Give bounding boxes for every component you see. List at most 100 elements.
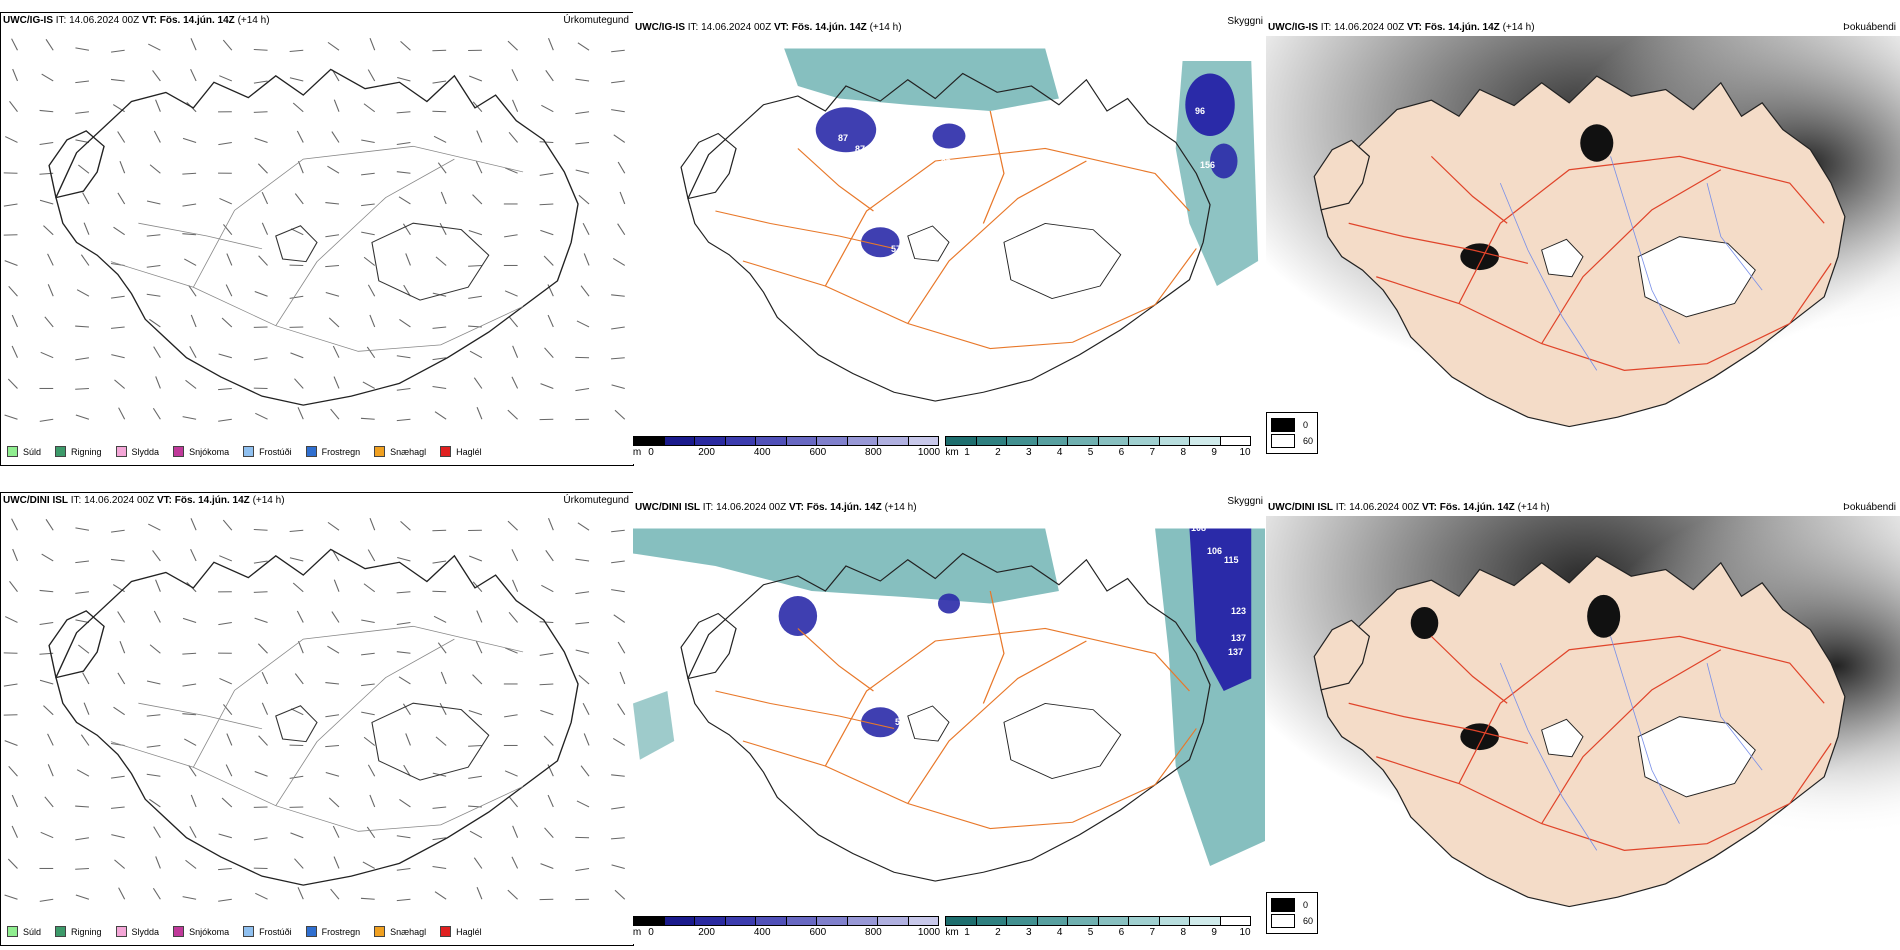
- wind-barb: [362, 861, 375, 869]
- wind-barb: [289, 529, 304, 533]
- wind-barb: [367, 764, 376, 777]
- wind-barb: [360, 417, 375, 420]
- wind-barb: [580, 765, 590, 777]
- wind-barb: [332, 345, 340, 358]
- wind-barb: [432, 590, 447, 593]
- wind-barb: [290, 832, 304, 839]
- panel-title: UWC/DINI ISL IT: 14.06.2024 00Z VT: Fös.…: [635, 502, 917, 513]
- wind-barb: [575, 141, 590, 145]
- colorbar-cell: [946, 437, 977, 445]
- wind-barb: [396, 387, 411, 391]
- wind-barb: [397, 557, 411, 562]
- wind-barb: [83, 222, 90, 235]
- wind-barb: [476, 130, 483, 143]
- wind-barb: [190, 794, 197, 808]
- wind-barb: [40, 351, 54, 359]
- wind-barb: [78, 164, 90, 174]
- wind-barb: [289, 295, 304, 299]
- wind-barb: [221, 797, 233, 808]
- wind-barb: [468, 744, 482, 747]
- wind-barb: [396, 621, 411, 626]
- colorbar-cell: [1190, 437, 1221, 445]
- wind-barb: [40, 831, 54, 839]
- visibility-colorbar-ticks: km 1 2 3 4 5 6 7 8 9 10: [945, 446, 1251, 458]
- wind-barb: [152, 70, 161, 82]
- wind-barb: [325, 714, 340, 718]
- wind-barb: [432, 110, 447, 113]
- colorbar-cell: [878, 917, 909, 925]
- colorbar-cell: [1129, 917, 1160, 925]
- wind-barb: [39, 141, 54, 146]
- wind-barb: [475, 161, 483, 174]
- colorbar-tick: 800: [865, 447, 882, 458]
- colorbar-cell: [976, 917, 1007, 925]
- wind-barb: [540, 709, 554, 716]
- wind-barb: [575, 649, 590, 654]
- wind-barb: [610, 357, 625, 360]
- wind-barb: [440, 671, 447, 685]
- wind-barb: [575, 558, 590, 562]
- ceiling-colorbar-cells: [633, 916, 939, 926]
- wind-barb: [190, 518, 197, 531]
- wind-barb: [327, 165, 340, 174]
- wind-barb: [328, 797, 340, 808]
- wind-barb: [113, 706, 125, 716]
- wind-barb: [362, 381, 375, 389]
- wind-barb: [369, 794, 376, 808]
- wind-barb: [539, 621, 554, 623]
- wind-barb: [435, 736, 447, 746]
- wind-barb: [218, 621, 232, 626]
- colorbar-tick: 7: [1149, 447, 1156, 458]
- wind-barb: [258, 255, 268, 266]
- ceiling-colorbar: m 0 200 400 600 800 1000: [633, 916, 940, 938]
- vis-value: 99: [831, 153, 842, 163]
- wind-barb: [185, 859, 197, 869]
- wind-barb: [433, 615, 447, 623]
- colorbar-tick: 2: [995, 927, 1001, 938]
- wind-barb: [539, 652, 554, 656]
- wind-barb: [396, 835, 411, 839]
- wind-barb: [544, 347, 554, 359]
- wind-barb: [257, 643, 268, 654]
- wind-barb: [182, 233, 197, 236]
- wind-barb: [289, 775, 304, 779]
- wind-barb: [7, 858, 18, 869]
- wind-barb: [614, 889, 626, 900]
- wind-barb: [325, 744, 340, 748]
- colorbar-cell: [946, 917, 977, 925]
- wind-barb: [255, 892, 268, 900]
- wind-barb: [75, 894, 90, 900]
- legend-swatch: [55, 926, 67, 937]
- wind-barb: [363, 103, 376, 113]
- wind-barb: [44, 796, 54, 808]
- wind-barb: [39, 109, 54, 113]
- legend-swatch: [243, 926, 255, 937]
- legend-item-rigning: Rigning: [55, 926, 102, 937]
- wind-barb: [435, 256, 447, 266]
- wind-barb: [75, 357, 90, 361]
- wind-barb: [541, 584, 554, 593]
- colorbar-tick: 10: [1239, 927, 1251, 938]
- wind-barb: [153, 346, 161, 358]
- wind-barb: [331, 131, 340, 143]
- wind-barb: [114, 859, 126, 869]
- wind-barb: [43, 225, 54, 236]
- colorbar-cell: [1068, 917, 1099, 925]
- colorbar-tick: 3: [1025, 447, 1032, 458]
- wind-barb: [80, 254, 90, 266]
- wind-barb: [4, 894, 18, 900]
- wind-barb: [75, 837, 90, 841]
- wind-barb: [219, 677, 233, 685]
- wind-barb: [218, 418, 232, 422]
- wind-barb: [110, 78, 125, 82]
- wind-barb: [612, 257, 626, 266]
- panel-label: Úrkomutegund: [563, 15, 629, 26]
- legend-item-rigning: Rigning: [55, 446, 102, 457]
- wind-barb: [439, 222, 447, 235]
- colorbar-cell: [1220, 437, 1250, 445]
- colorbar-cell: [756, 917, 787, 925]
- wind-barb: [611, 560, 625, 564]
- wind-barb: [253, 560, 268, 564]
- wind-barb: [146, 200, 161, 205]
- legend-swatch: [243, 446, 255, 457]
